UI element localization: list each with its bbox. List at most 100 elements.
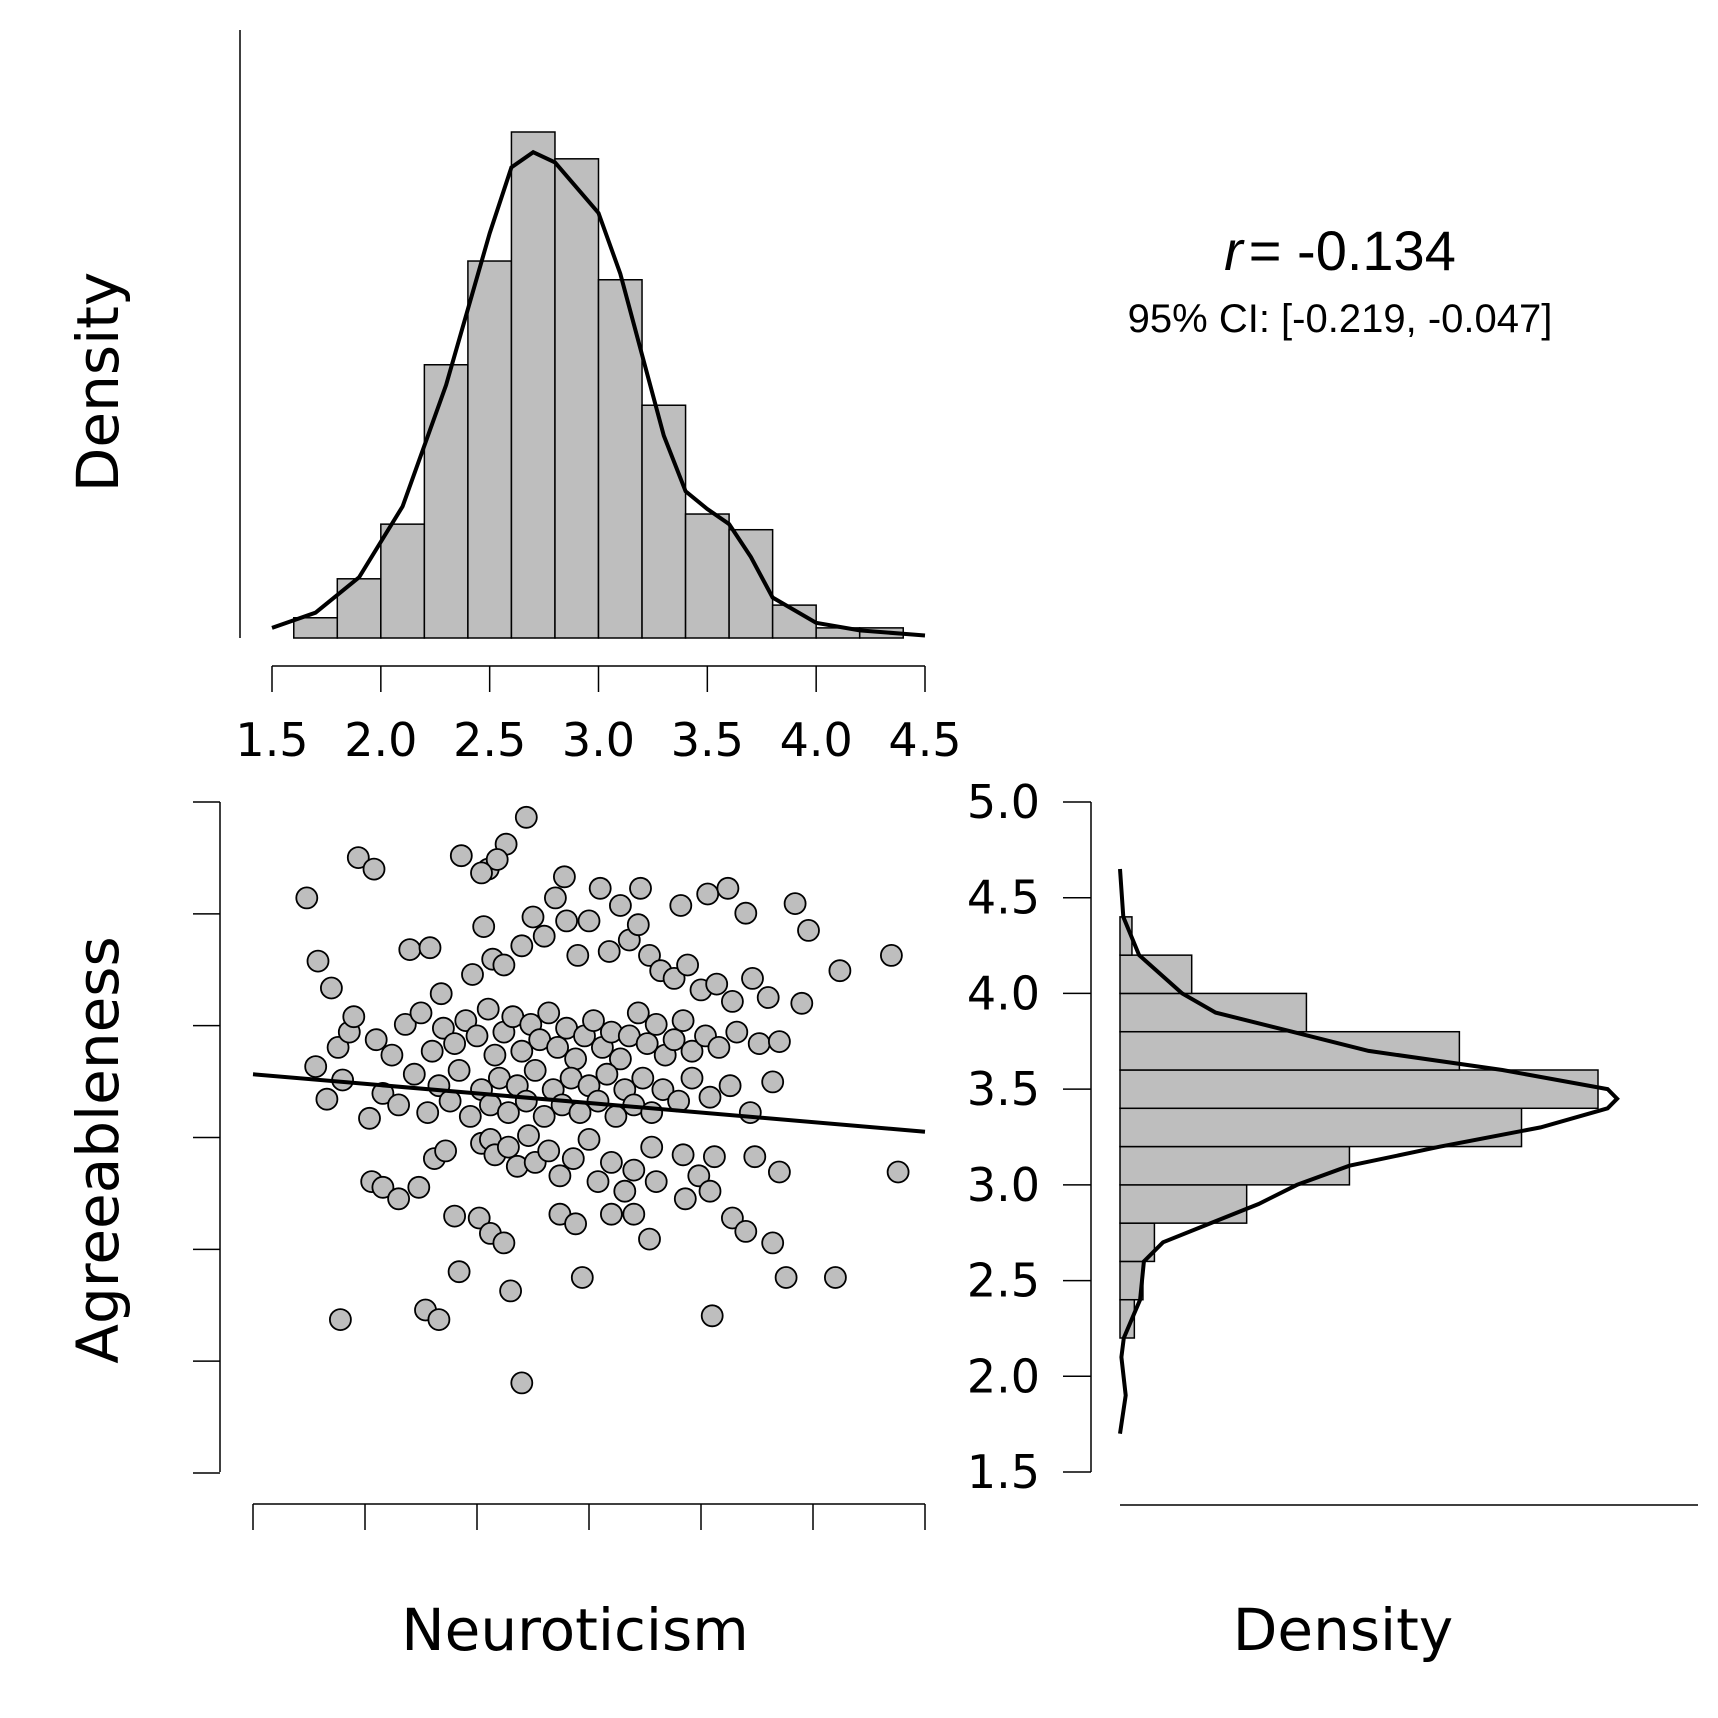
scatter-point (600, 1202, 623, 1226)
scatter-point (622, 1158, 646, 1182)
top-histogram-bar (510, 131, 556, 639)
scatter-point (651, 1078, 675, 1101)
scatter-point (644, 1013, 668, 1036)
scatter-point (380, 1043, 404, 1067)
scatter-point (586, 1170, 610, 1193)
right-x-axis-title: Density (1233, 1596, 1454, 1664)
scatter-point (416, 1101, 440, 1124)
top-x-tick-label: 2.0 (344, 713, 417, 767)
top-x-tick-label: 4.0 (780, 713, 853, 767)
scatter-point (626, 1001, 650, 1025)
right-y-tick-label: 3.0 (967, 1158, 1040, 1212)
scatter-point (465, 1024, 489, 1048)
scatter-point (429, 982, 453, 1006)
scatter-point (721, 1206, 744, 1230)
scatter-point (514, 805, 538, 829)
scatter-point (315, 1087, 339, 1111)
scatter-point (768, 1160, 791, 1184)
scatter-point (629, 876, 652, 900)
scatter-point (398, 938, 422, 961)
scatter-point (454, 1009, 478, 1032)
scatter-point (346, 846, 370, 869)
scatter-point (824, 1266, 847, 1289)
scatter-point (328, 1308, 352, 1331)
scatter-point (364, 1028, 388, 1052)
scatter-point (548, 1164, 572, 1188)
scatter-point (588, 876, 612, 900)
scatter-y-ticks (193, 801, 220, 1474)
scatter-point (492, 953, 516, 977)
scatter-point (485, 848, 509, 871)
right-density-curve (1118, 868, 1620, 1434)
scatter-point (680, 1066, 704, 1090)
right-y-ticks: 1.5 2.0 2.5 3.0 3.5 4.0 4.5 5.0 (967, 775, 1091, 1499)
top-x-tick-label: 2.5 (453, 713, 526, 767)
scatter-point (638, 1227, 661, 1251)
right-histogram-bar (1119, 1030, 1461, 1071)
scatter-point (402, 1062, 426, 1086)
top-histogram-bars (293, 131, 904, 639)
right-histogram-bar (1119, 954, 1193, 995)
scatter-points (295, 805, 910, 1395)
scatter-point (696, 882, 720, 906)
scatter-point (362, 857, 386, 881)
scatter-point (499, 1279, 523, 1303)
scatter-point (698, 1085, 722, 1109)
top-density-curve (271, 149, 926, 638)
scatter-point (387, 1187, 411, 1211)
scatter-point (476, 997, 500, 1021)
scatter-point (631, 1066, 655, 1090)
scatter-point (673, 1187, 697, 1211)
scatter-point (705, 972, 729, 996)
scatter-point (496, 1101, 520, 1124)
right-y-tick-label: 2.0 (967, 1349, 1040, 1403)
top-histogram-bar (380, 523, 426, 639)
scatter-point (409, 1001, 433, 1025)
top-histogram-bar (597, 279, 643, 639)
scatter-point (768, 1030, 791, 1053)
scatter-point (703, 1145, 726, 1169)
scatter-point (561, 1147, 585, 1170)
scatter-point (393, 1013, 417, 1036)
top-histogram-bar (641, 404, 687, 639)
scatter-point (669, 894, 693, 917)
scatter-point (638, 944, 661, 967)
scatter-point (671, 1143, 695, 1167)
right-y-tick-label: 1.5 (967, 1445, 1040, 1499)
r-value-text: r = -0.134 (1224, 219, 1456, 282)
scatter-point (687, 1164, 711, 1188)
scatter-point (609, 1047, 632, 1071)
scatter-point (319, 976, 343, 1000)
right-y-tick-label: 5.0 (967, 775, 1040, 829)
top-histogram-bar (467, 260, 513, 639)
right-histogram-panel: 1.5 2.0 2.5 3.0 3.5 4.0 4.5 5.0 Density (967, 775, 1698, 1664)
scatter-point (828, 959, 852, 983)
scatter-point (472, 915, 496, 938)
scatter-point (514, 1089, 538, 1113)
scatter-point (517, 1124, 540, 1147)
scatter-point (470, 861, 493, 885)
scatter-point (886, 1160, 910, 1184)
scatter-point (326, 1036, 350, 1059)
scatter-point (747, 1032, 771, 1055)
scatter-point (609, 894, 632, 917)
r-symbol: r (1224, 219, 1245, 282)
top-x-tick-label: 3.5 (671, 713, 744, 767)
scatter-point (447, 1059, 471, 1082)
scatter-point (458, 1105, 482, 1128)
scatter-point (564, 1047, 587, 1071)
scatter-point (676, 953, 699, 977)
right-histogram-bars (1119, 916, 1599, 1339)
ci-text: 95% CI: [-0.219, -0.047] (1128, 297, 1553, 341)
top-histogram-panel: 1.5 2.0 2.5 3.0 3.5 4.0 4.5 Density (64, 30, 962, 767)
scatter-point (306, 949, 330, 973)
scatter-point (544, 886, 567, 910)
scatter-point (577, 909, 601, 933)
top-histogram-bar (293, 617, 339, 639)
scatter-point (510, 1039, 534, 1063)
scatter-point (774, 1266, 798, 1289)
scatter-point (644, 1170, 668, 1193)
scatter-point (734, 901, 758, 925)
scatter-point (420, 1039, 444, 1063)
